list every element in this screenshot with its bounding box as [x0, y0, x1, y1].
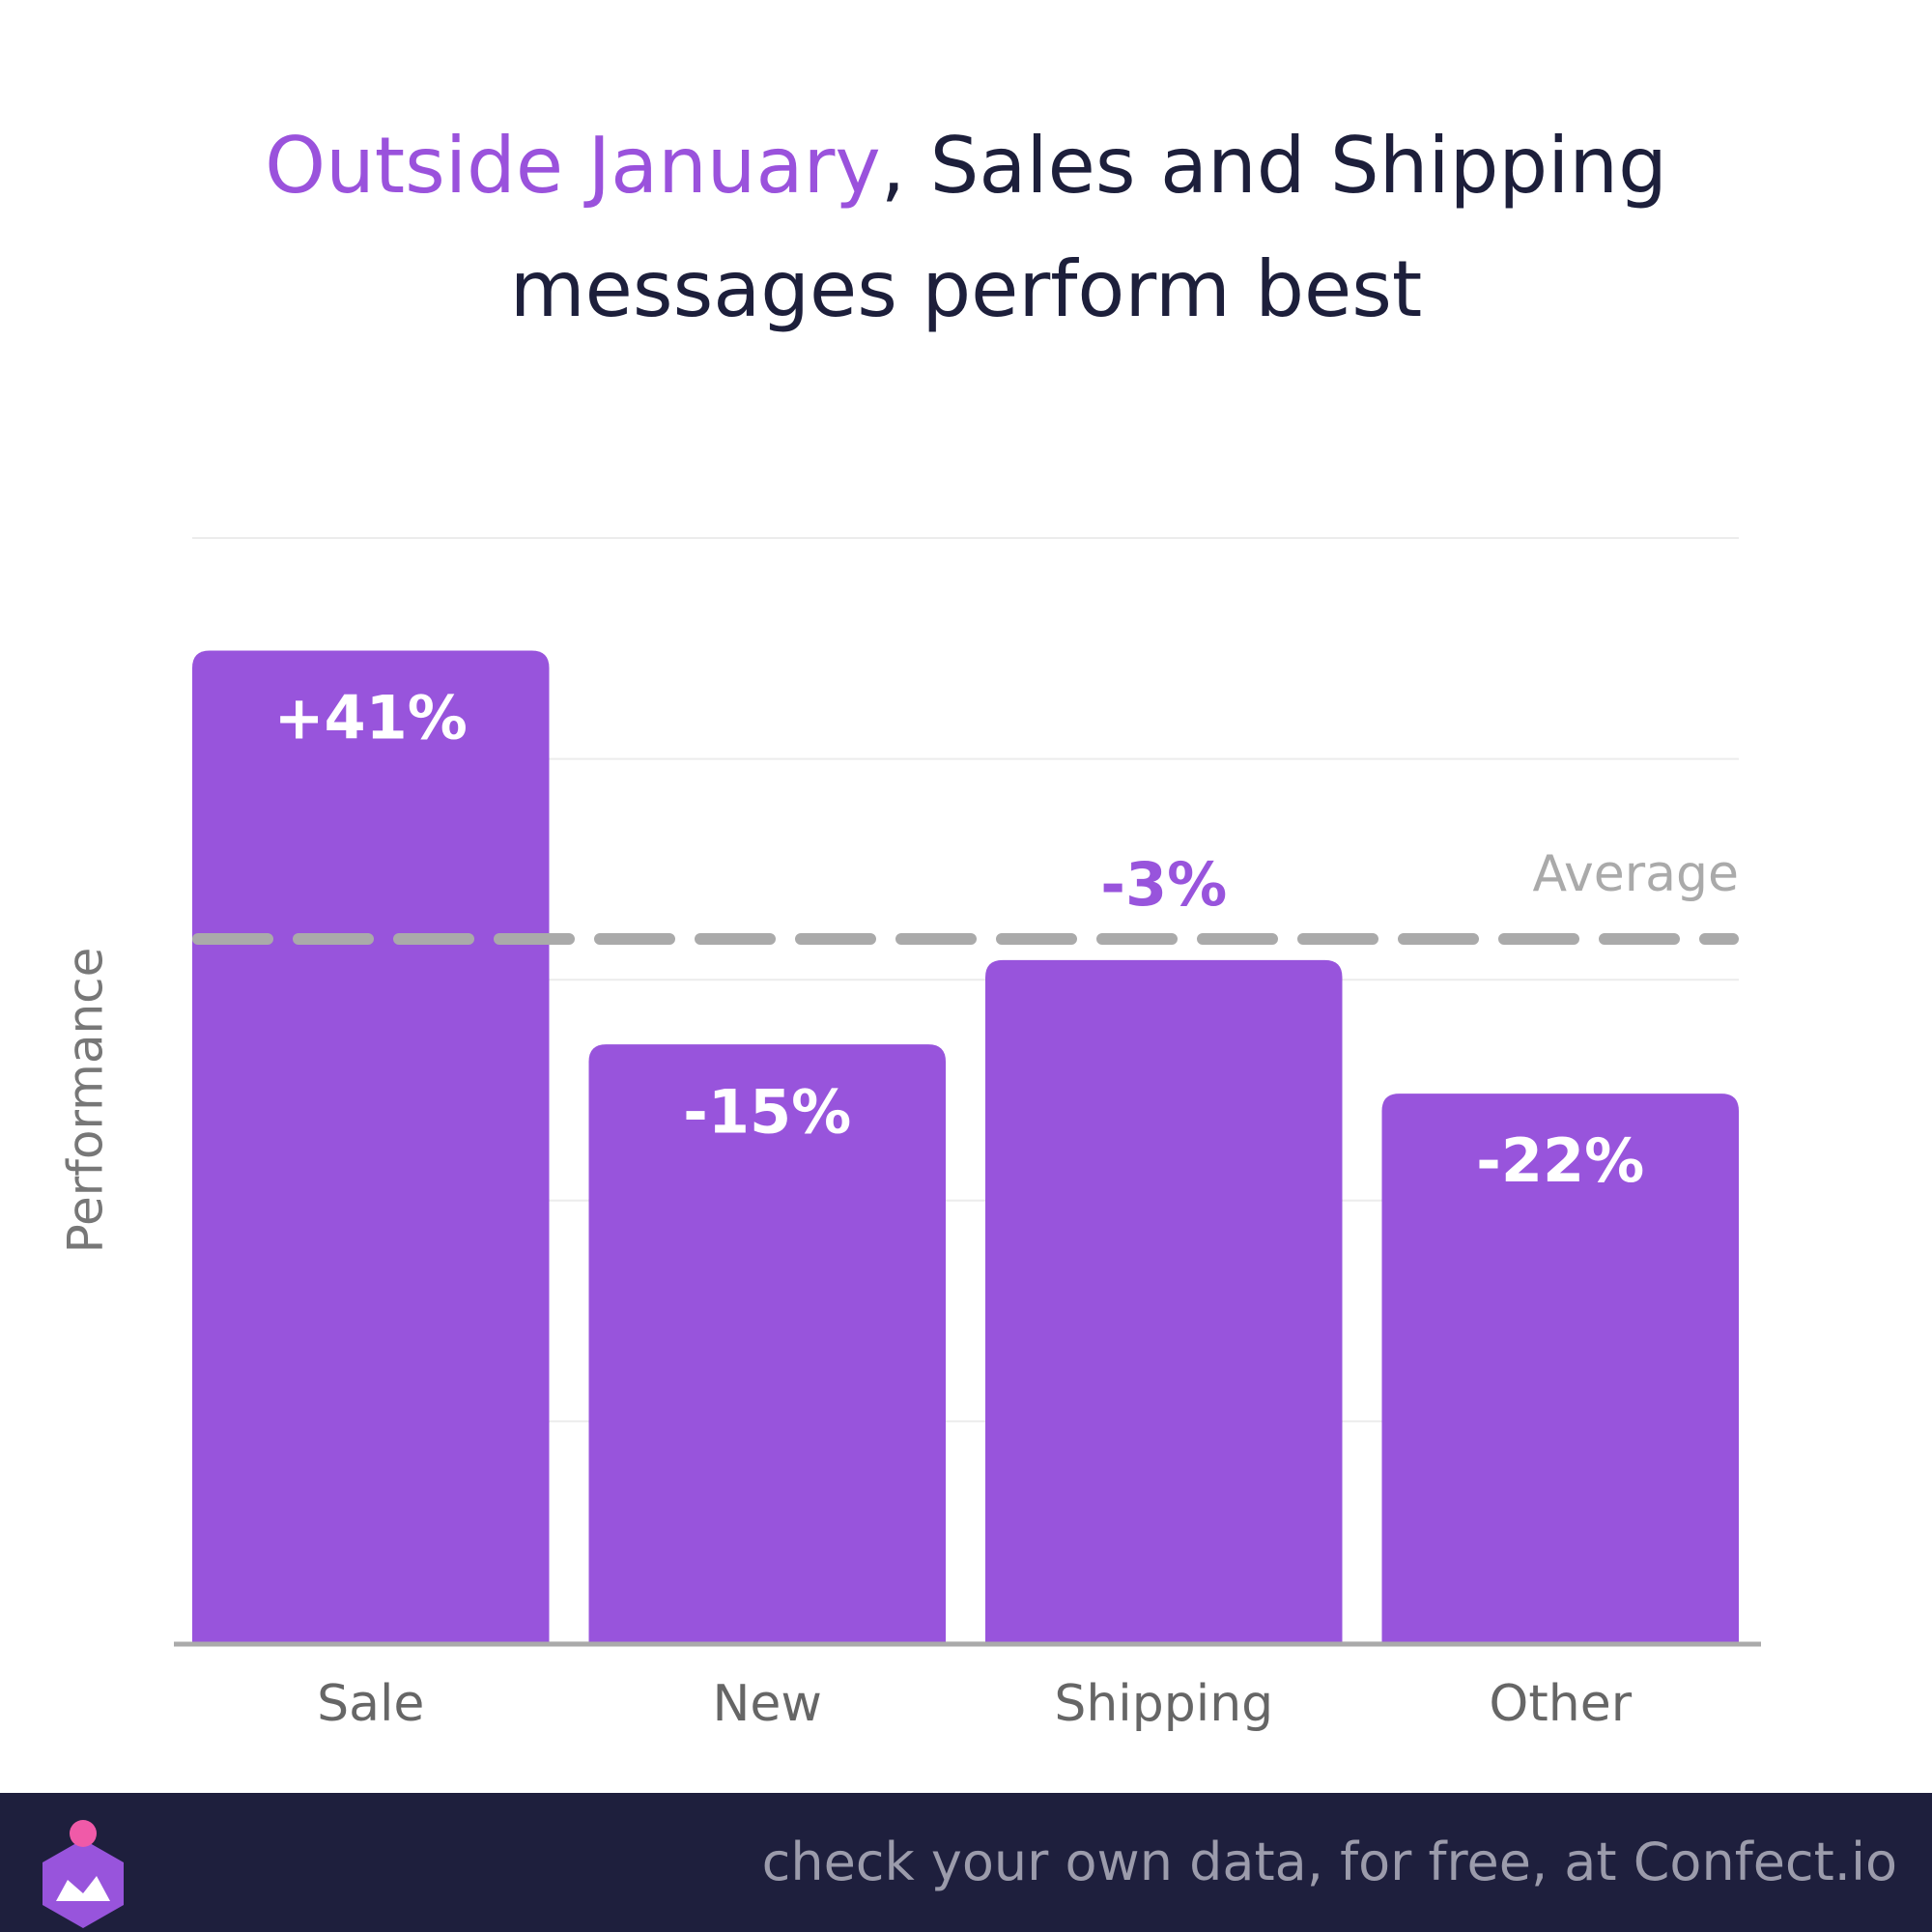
chart-title: Outside January, Sales and Shipping messa…: [0, 104, 1932, 352]
bar: [985, 959, 1343, 1642]
x-tick-label: Shipping: [1054, 1675, 1273, 1733]
bar: [588, 1044, 946, 1642]
data-label: -22%: [1476, 1125, 1644, 1196]
x-tick-label: Other: [1489, 1675, 1632, 1733]
logo: [43, 1820, 124, 1928]
footer-text: check your own data, for free, at Confec…: [761, 1832, 1897, 1892]
title-part: messages perform best: [509, 244, 1423, 334]
x-tick-label: Sale: [317, 1675, 424, 1733]
footer: check your own data, for free, at Confec…: [0, 1793, 1932, 1932]
chart: Performance +41% Sale -15% New -3% Shipping -2…: [58, 537, 1761, 1733]
y-axis-label: Performance: [58, 948, 114, 1254]
title-part: , Sales and Shipping: [880, 121, 1667, 211]
bar: [1381, 1094, 1739, 1642]
bar: [192, 650, 550, 1642]
x-tick-label: New: [713, 1675, 822, 1733]
data-label: +41%: [274, 683, 468, 753]
data-label: -3%: [1100, 849, 1227, 920]
data-label: -15%: [683, 1076, 851, 1147]
reference-label: Average: [1532, 845, 1739, 903]
title-part: Outside January: [265, 121, 881, 211]
